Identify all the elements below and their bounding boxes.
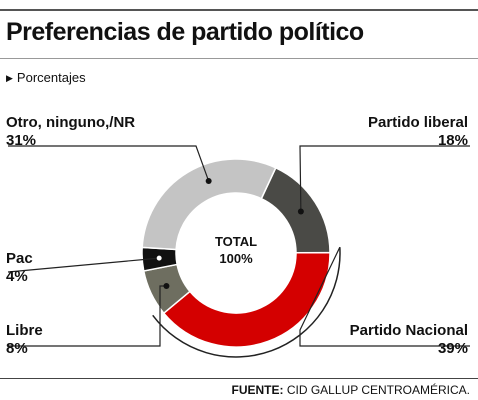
chart-subtitle: ▶ Porcentajes (6, 70, 86, 85)
label-liberal-name: Partido liberal (367, 114, 468, 131)
triangle-bullet-icon: ▶ (6, 73, 13, 83)
pac-leader-dot (155, 254, 163, 262)
slice-otro-ninguno-nr (141, 158, 277, 251)
label-partido-liberal: Partido liberal 18% (368, 114, 468, 150)
label-liberal-value: 18% (437, 132, 468, 149)
bottom-rule (0, 378, 478, 379)
slice-partido-liberal (260, 166, 331, 254)
liberal-leader (299, 145, 470, 212)
label-nacional-name: Partido Nacional (349, 322, 468, 339)
title-divider (0, 58, 478, 59)
slice-partido-nacional (162, 251, 331, 348)
liberal-leader-dot (297, 208, 304, 215)
source-label: FUENTE: (231, 383, 284, 397)
subtitle-text: Porcentajes (16, 70, 86, 85)
label-pac-name: Pac (6, 250, 33, 267)
leader-lines (7, 145, 470, 347)
label-pac-value: 4% (6, 268, 28, 285)
label-libre: Libre 8% (6, 322, 43, 358)
nacional-leader (299, 246, 470, 347)
label-libre-value: 8% (6, 340, 28, 357)
center-total-label: TOTAL (215, 234, 257, 249)
label-nacional-value: 39% (437, 340, 468, 357)
pac-leader (7, 257, 160, 273)
libre-leader (8, 285, 167, 347)
partido-nacional-outer-arc (152, 247, 341, 358)
chart-title: Preferencias de partido político (6, 18, 364, 46)
label-otro-value: 31% (6, 132, 37, 149)
center-total-value: 100% (219, 251, 253, 266)
label-partido-nacional: Partido Nacional 39% (350, 322, 468, 358)
donut-slices (141, 158, 331, 348)
label-otro: Otro, ninguno,/NR 31% (6, 114, 135, 150)
label-libre-name: Libre (6, 322, 43, 339)
otro-leader (8, 145, 210, 182)
label-otro-name: Otro, ninguno,/NR (6, 114, 136, 131)
label-pac: Pac 4% (6, 250, 33, 286)
libre-leader-dot (163, 283, 170, 290)
otro-leader-dot (205, 178, 212, 185)
source-text: CID GALLUP CENTROAMÉRICA. (286, 383, 470, 397)
source-note: FUENTE: CID GALLUP CENTROAMÉRICA. (232, 383, 471, 397)
top-rule (0, 9, 478, 11)
